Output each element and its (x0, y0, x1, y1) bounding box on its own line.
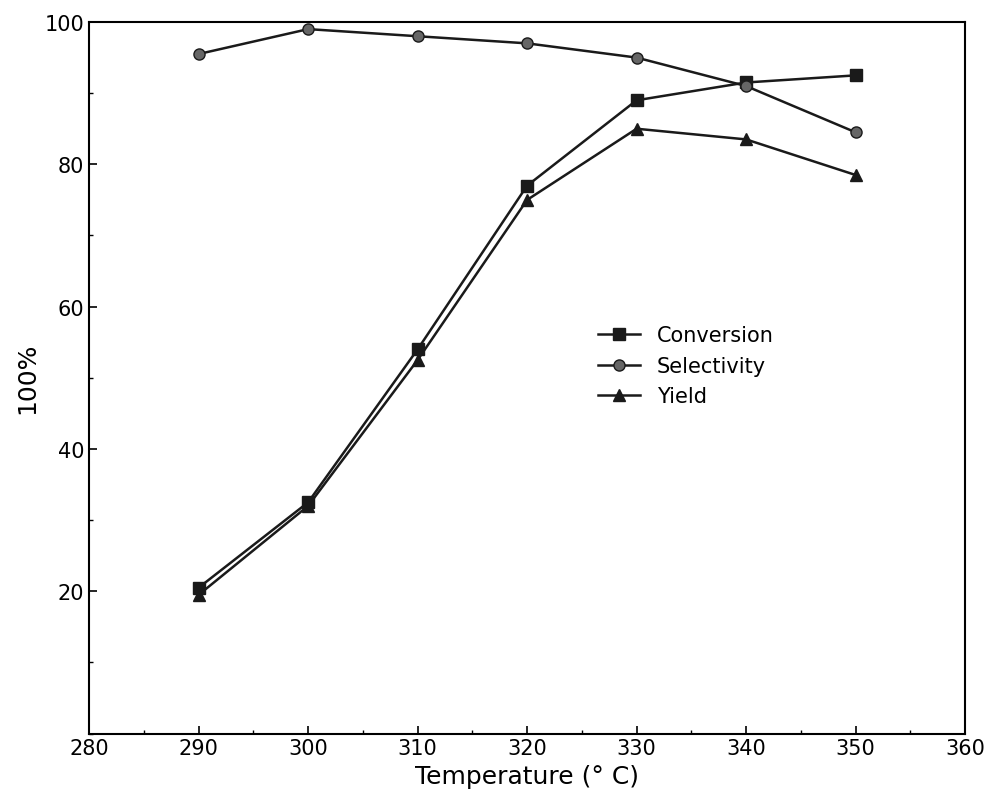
Yield (521, 196, 533, 206)
Yield (193, 590, 205, 600)
Yield (740, 136, 752, 145)
Conversion (631, 96, 643, 106)
Line: Yield: Yield (193, 124, 861, 601)
Line: Conversion: Conversion (193, 71, 861, 593)
X-axis label: Temperature (° C): Temperature (° C) (415, 764, 639, 788)
Yield (302, 501, 314, 511)
Selectivity (193, 50, 205, 59)
Selectivity (740, 82, 752, 92)
Conversion (850, 71, 862, 81)
Yield (412, 356, 424, 365)
Selectivity (850, 128, 862, 138)
Conversion (412, 345, 424, 355)
Conversion (302, 498, 314, 507)
Y-axis label: 100%: 100% (15, 343, 39, 414)
Conversion (521, 181, 533, 191)
Yield (850, 171, 862, 181)
Conversion (740, 79, 752, 88)
Selectivity (302, 25, 314, 35)
Conversion (193, 583, 205, 593)
Yield (631, 124, 643, 134)
Selectivity (412, 32, 424, 42)
Legend: Conversion, Selectivity, Yield: Conversion, Selectivity, Yield (590, 318, 782, 415)
Selectivity (521, 39, 533, 49)
Line: Selectivity: Selectivity (193, 25, 861, 139)
Selectivity (631, 54, 643, 63)
